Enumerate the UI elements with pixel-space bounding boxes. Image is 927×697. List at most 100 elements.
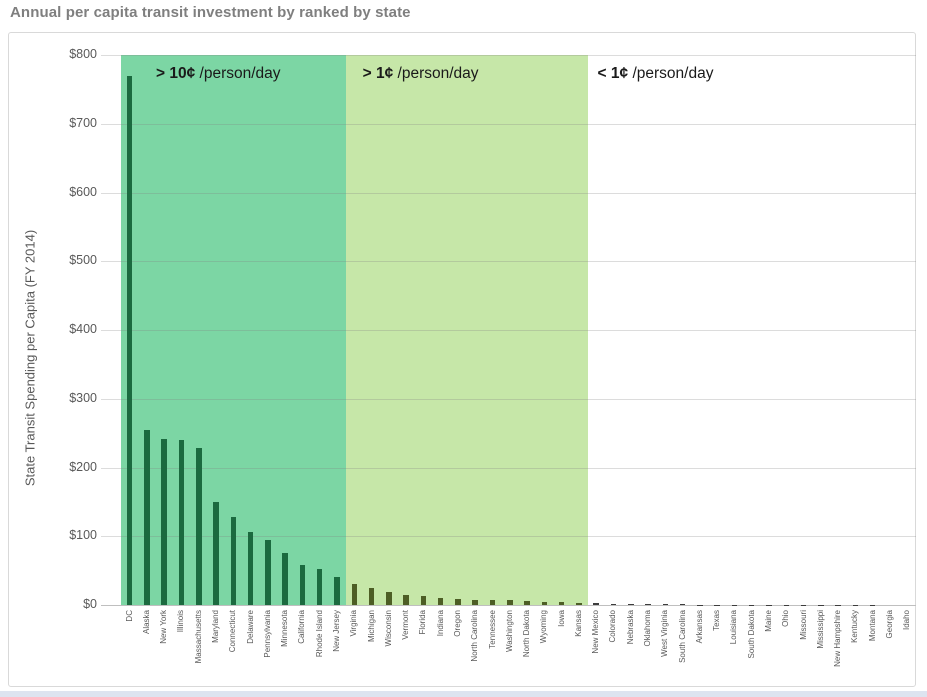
bar <box>144 429 150 605</box>
x-axis-label: Delaware <box>245 610 255 644</box>
y-axis-tick-label: $500 <box>69 253 97 268</box>
gridline <box>101 123 916 125</box>
x-axis-label: Iowa <box>556 610 566 627</box>
zone-label-threshold: < 1¢ <box>597 65 633 82</box>
x-axis-label: Alaska <box>141 610 151 635</box>
x-axis-label: Vermont <box>401 610 411 640</box>
bar <box>610 603 617 605</box>
bar <box>420 596 427 605</box>
x-axis-label: Tennessee <box>487 610 497 649</box>
gridline <box>101 55 916 56</box>
bar <box>386 591 392 605</box>
bar <box>316 569 323 605</box>
gridline <box>101 192 916 194</box>
bar <box>196 448 202 605</box>
x-axis-label: Minnesota <box>280 610 290 647</box>
zone-label-threshold: > 1¢ <box>362 65 398 82</box>
x-axis-label: Wyoming <box>539 610 549 644</box>
x-axis-label: North Dakota <box>522 610 532 658</box>
bar <box>679 604 686 605</box>
zone-band: < 1¢ /person/day <box>588 55 916 605</box>
chart-title: Annual per capita transit investment by … <box>10 4 411 21</box>
gridline <box>101 536 916 538</box>
x-axis-label: Louisiana <box>729 610 739 645</box>
x-axis-label: Kentucky <box>850 610 860 643</box>
bar <box>247 532 254 605</box>
x-axis-label: Oregon <box>452 610 462 637</box>
x-axis-label: Florida <box>418 610 428 635</box>
x-axis-label: Wisconsin <box>383 610 393 647</box>
y-axis-tick-label: $100 <box>69 528 97 543</box>
bar <box>265 539 271 605</box>
bar <box>645 604 651 605</box>
bar <box>213 501 219 605</box>
y-axis-tick-label: $600 <box>69 184 97 199</box>
x-axis-label: Idaho <box>902 610 912 631</box>
bar <box>161 438 167 605</box>
bar <box>334 576 340 605</box>
bar <box>126 75 133 605</box>
bar <box>558 602 565 605</box>
bar <box>368 587 375 605</box>
zone-label-unit: /person/day <box>397 65 479 82</box>
x-axis-label: DC <box>124 610 134 622</box>
x-axis-label: South Dakota <box>746 610 756 659</box>
x-axis-label: Rhode Island <box>314 610 324 658</box>
bar <box>282 553 288 605</box>
y-axis-tick-label: $0 <box>83 597 97 611</box>
x-axis-label: Texas <box>712 610 722 631</box>
y-axis-tick-label: $800 <box>69 47 97 61</box>
zone-label: < 1¢ /person/day <box>598 65 714 83</box>
zone-label-unit: /person/day <box>199 65 281 82</box>
zone-label-unit: /person/day <box>632 65 714 82</box>
y-axis-tick-label: $400 <box>69 322 97 336</box>
zone-label-threshold: > 10¢ <box>156 65 200 82</box>
x-axis-line <box>101 605 916 606</box>
bar <box>541 601 548 605</box>
bar <box>628 603 634 605</box>
bar <box>178 440 185 605</box>
x-axis-label: Ohio <box>781 610 791 627</box>
x-axis-label: Massachusetts <box>193 610 203 664</box>
x-axis-label: Montana <box>867 610 877 642</box>
x-axis-label: New Hampshire <box>833 610 843 667</box>
x-axis-label: Oklahoma <box>643 610 653 647</box>
x-axis-label: Missouri <box>798 610 808 640</box>
x-axis-label: Michigan <box>366 610 376 643</box>
gridline <box>101 330 916 331</box>
bar <box>593 603 599 605</box>
y-axis-title: State Transit Spending per Capita (FY 20… <box>22 229 38 487</box>
bar <box>576 602 582 605</box>
bar <box>662 604 669 605</box>
bar <box>403 595 409 605</box>
x-axis-label: New Jersey <box>332 610 341 652</box>
x-axis-label: Arkansas <box>694 610 704 644</box>
x-axis-label: Colorado <box>608 610 618 643</box>
x-axis-label: Pennsylvania <box>262 610 272 658</box>
zone-band: > 10¢ /person/day <box>121 55 346 605</box>
x-axis-label: Illinois <box>176 610 186 633</box>
x-axis-label: Connecticut <box>228 610 238 653</box>
y-axis-tick-label: $200 <box>69 459 97 474</box>
bar <box>299 565 306 605</box>
plot-area: State Transit Spending per Capita (FY 20… <box>9 33 916 686</box>
y-axis-tick-label: $300 <box>69 390 97 405</box>
x-axis-label: Mississippi <box>815 610 825 649</box>
x-axis-label: New York <box>159 610 169 644</box>
gridline <box>101 261 916 263</box>
x-axis-label: West Virginia <box>660 610 670 657</box>
bar <box>437 598 444 605</box>
gridline <box>101 398 916 400</box>
x-axis-label: Washington <box>504 610 514 652</box>
x-axis-label: Nebraska <box>625 610 635 645</box>
x-axis-label: Indiana <box>435 610 445 637</box>
zone-band: > 1¢ /person/day <box>345 55 588 605</box>
x-axis-label: South Carolina <box>677 610 687 663</box>
x-axis-label: Virginia <box>349 610 359 637</box>
x-axis-label: North Carolina <box>470 610 480 662</box>
x-axis-label: Kansas <box>573 610 583 637</box>
bar <box>507 600 513 605</box>
bar <box>455 598 461 605</box>
x-axis-label: Maryland <box>211 610 221 643</box>
zone-label: > 10¢ /person/day <box>156 65 281 83</box>
